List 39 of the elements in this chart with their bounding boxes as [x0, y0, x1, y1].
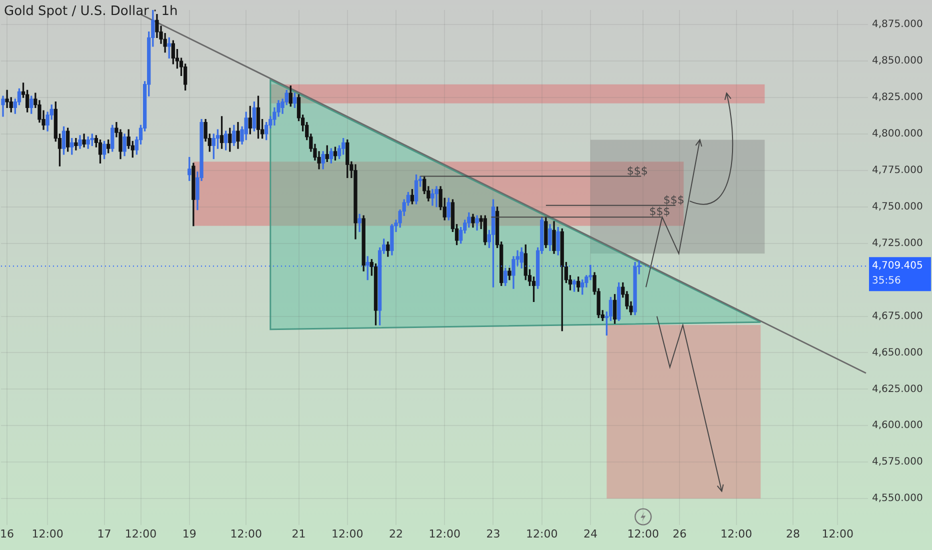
y-tick-label: 4,650.000	[872, 347, 923, 358]
x-tick-label: 23	[486, 527, 500, 540]
x-tick-label: 28	[786, 527, 800, 540]
x-tick-label: 21	[292, 527, 306, 540]
x-tick-label: 19	[182, 527, 196, 540]
y-tick-label: 4,725.000	[872, 238, 923, 249]
chart-title: Gold Spot / U.S. Dollar · 1h	[4, 4, 178, 19]
y-tick-label: 4,675.000	[872, 310, 923, 322]
ref-line-label: 4,709.405	[872, 260, 923, 272]
y-tick-label: 4,850.000	[872, 56, 923, 67]
x-tick-label: 12:00	[332, 527, 364, 540]
y-tick-label: 4,625.000	[872, 384, 923, 395]
y-tick-label: 4,750.000	[872, 201, 923, 212]
x-tick-label: 17	[97, 527, 112, 540]
ref-line-label: $$$	[663, 193, 684, 206]
x-tick-label: 12:00	[124, 527, 157, 540]
x-tick-label: 26	[672, 527, 687, 540]
candlestick	[5, 90, 9, 108]
y-tick-label: 4,600.000	[872, 420, 923, 432]
x-tick-label: 12:00	[720, 527, 752, 540]
y-tick-label: 4,550.000	[872, 493, 923, 504]
candlestick	[434, 186, 438, 208]
x-tick-label: 24	[583, 527, 598, 540]
text: 35:56	[872, 276, 901, 287]
ref-line-label: $$$	[649, 205, 670, 218]
y-tick-label: 4,825.000	[872, 92, 923, 104]
x-tick-label: 12:00	[822, 527, 854, 540]
x-tick-label: 16	[0, 527, 14, 540]
y-tick-label: 4,875.000	[872, 19, 923, 30]
y-tick-label: 4,575.000	[872, 456, 923, 468]
y-tick-label: 4,775.000	[872, 165, 923, 176]
x-tick-label: 12:00	[526, 527, 558, 540]
x-tick-label: 12:00	[32, 527, 64, 540]
y-tick-label: 4,800.000	[872, 128, 923, 140]
x-tick-label: 12:00	[428, 527, 460, 540]
x-tick-label: 22	[389, 527, 403, 540]
x-tick-label: 12:00	[230, 527, 262, 540]
ref-line-label: $$$	[626, 164, 648, 178]
x-tick-label: 12:00	[627, 527, 659, 540]
